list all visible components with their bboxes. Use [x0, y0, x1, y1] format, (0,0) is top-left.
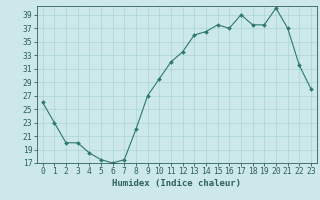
X-axis label: Humidex (Indice chaleur): Humidex (Indice chaleur): [112, 179, 241, 188]
